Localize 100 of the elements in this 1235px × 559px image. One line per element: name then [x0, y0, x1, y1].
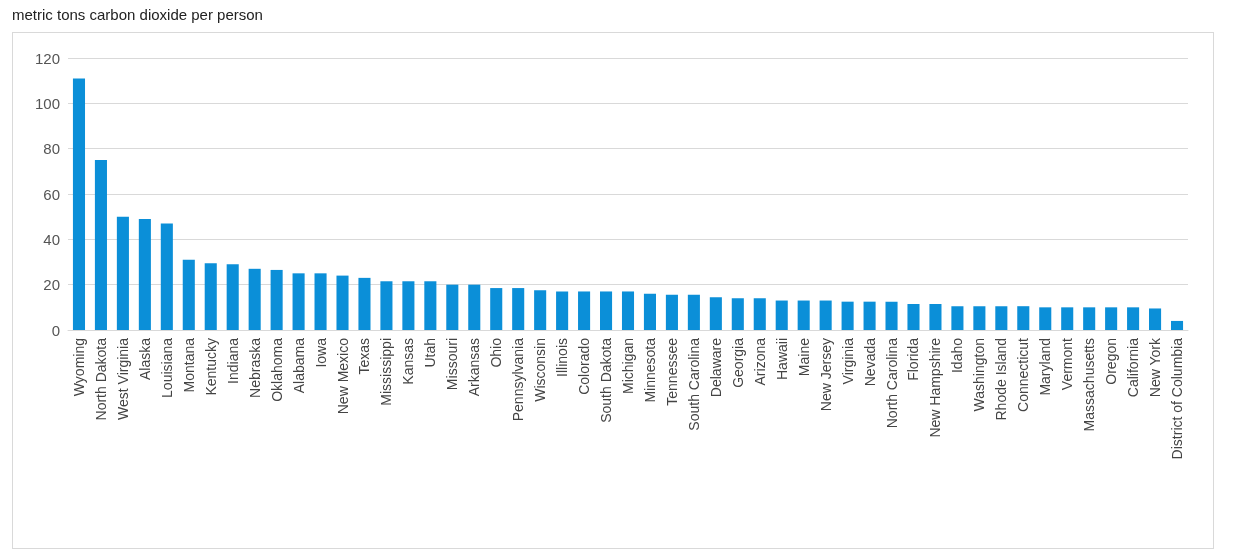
- x-tick-label: Michigan: [620, 338, 636, 395]
- x-tick-label: Montana: [180, 337, 197, 393]
- bar: [819, 300, 832, 330]
- x-tick-label: New Jersey: [817, 338, 834, 412]
- bar: [1017, 306, 1030, 330]
- bar: [1039, 307, 1052, 330]
- bar: [731, 298, 744, 330]
- x-tick-label: District of Columbia: [1169, 337, 1186, 460]
- bar: [885, 301, 898, 330]
- x-tick-label: Connecticut: [1015, 337, 1032, 412]
- y-tick-label: 80: [43, 140, 60, 158]
- bar: [446, 284, 459, 330]
- bar: [94, 160, 107, 330]
- x-tick-label: Arizona: [751, 337, 768, 386]
- x-tick-label: Kansas: [400, 338, 417, 385]
- x-tick-label: Florida: [905, 337, 922, 381]
- bar: [380, 281, 393, 330]
- x-tick-label: Rhode Island: [993, 338, 1010, 421]
- bar: [314, 273, 327, 330]
- x-tick-label: Nevada: [861, 337, 878, 387]
- bar: [929, 303, 942, 330]
- x-tick-label: California: [1125, 337, 1142, 398]
- x-tick-label: Iowa: [312, 337, 329, 368]
- x-tick-label: Alaska: [136, 337, 153, 381]
- y-tick-label: 40: [43, 230, 60, 248]
- x-tick-label: Missouri: [444, 338, 461, 391]
- x-tick-label: Indiana: [224, 337, 241, 384]
- bar: [116, 216, 129, 330]
- x-tick-label: Maryland: [1037, 338, 1054, 396]
- x-tick-label: New Mexico: [334, 337, 351, 415]
- bar: [665, 294, 678, 330]
- x-tick-label: Nebraska: [246, 337, 263, 398]
- bar: [578, 291, 591, 330]
- bar: [270, 269, 283, 330]
- bar: [402, 281, 415, 330]
- bar: [424, 281, 437, 330]
- bar: [358, 277, 371, 330]
- bar: [995, 306, 1008, 330]
- bar: [863, 301, 876, 330]
- x-tick-label: Oklahoma: [268, 337, 285, 402]
- x-tick-label: Wisconsin: [532, 338, 549, 402]
- bar: [841, 301, 854, 330]
- x-tick-label: New Hampshire: [927, 337, 944, 438]
- bar: [621, 291, 635, 330]
- y-tick-label: 60: [43, 185, 60, 203]
- x-tick-label: Minnesota: [641, 337, 658, 403]
- x-tick-label: Georgia: [729, 337, 746, 388]
- y-tick-label: 120: [34, 49, 60, 67]
- bar: [643, 293, 656, 330]
- bar: [1105, 307, 1118, 330]
- x-tick-label: South Carolina: [685, 337, 702, 431]
- bar: [204, 263, 217, 330]
- x-tick-label: New York: [1147, 337, 1164, 398]
- x-tick-label: Idaho: [949, 337, 966, 374]
- bar: [709, 297, 722, 330]
- bar: [556, 291, 569, 330]
- x-tick-label: Vermont: [1059, 337, 1076, 391]
- bar: [951, 306, 964, 330]
- x-tick-label: Kentucky: [202, 338, 219, 396]
- x-tick-label: Arkansas: [466, 338, 483, 397]
- x-tick-label: Hawaii: [773, 338, 790, 381]
- bar: [687, 294, 700, 330]
- bar: [336, 275, 349, 330]
- bar: [72, 78, 86, 330]
- bar: [512, 288, 525, 330]
- bar: [1061, 307, 1074, 330]
- x-tick-label: Massachusetts: [1081, 338, 1098, 432]
- bar: [907, 303, 920, 330]
- bar: [160, 223, 173, 330]
- y-tick-label: 20: [43, 276, 60, 294]
- x-tick-label: Colorado: [576, 337, 593, 395]
- bar: [1083, 307, 1096, 330]
- bar: [248, 268, 261, 330]
- bar: [534, 290, 547, 330]
- x-tick-label: Louisiana: [158, 337, 175, 398]
- x-tick-label: Alabama: [290, 337, 307, 394]
- x-tick-label: Tennessee: [663, 337, 680, 406]
- bar: [973, 306, 986, 330]
- y-tick-label: 100: [34, 94, 60, 112]
- x-tick-label: North Dakota: [92, 337, 109, 421]
- bar: [600, 291, 613, 330]
- x-tick-label: Texas: [356, 338, 373, 375]
- x-tick-label: Mississippi: [378, 338, 395, 406]
- x-tick-label: Ohio: [488, 337, 505, 368]
- bar: [1149, 308, 1162, 330]
- bar: [490, 288, 503, 330]
- x-tick-label: Maine: [795, 337, 812, 377]
- y-axis-title: metric tons carbon dioxide per person: [12, 6, 263, 23]
- x-tick-label: Utah: [422, 338, 439, 368]
- bar: [468, 284, 481, 330]
- x-tick-label: North Carolina: [883, 337, 900, 429]
- x-tick-label: Washington: [971, 338, 988, 412]
- bar: [1170, 320, 1184, 330]
- x-tick-label: Virginia: [839, 337, 856, 385]
- x-tick-label: Delaware: [707, 337, 724, 398]
- x-tick-label: Pennsylvania: [510, 337, 527, 422]
- x-tick-label: West Virginia: [114, 337, 131, 420]
- x-tick-label: Wyoming: [70, 338, 87, 397]
- bar: [292, 273, 305, 330]
- x-tick-label: Illinois: [554, 338, 571, 377]
